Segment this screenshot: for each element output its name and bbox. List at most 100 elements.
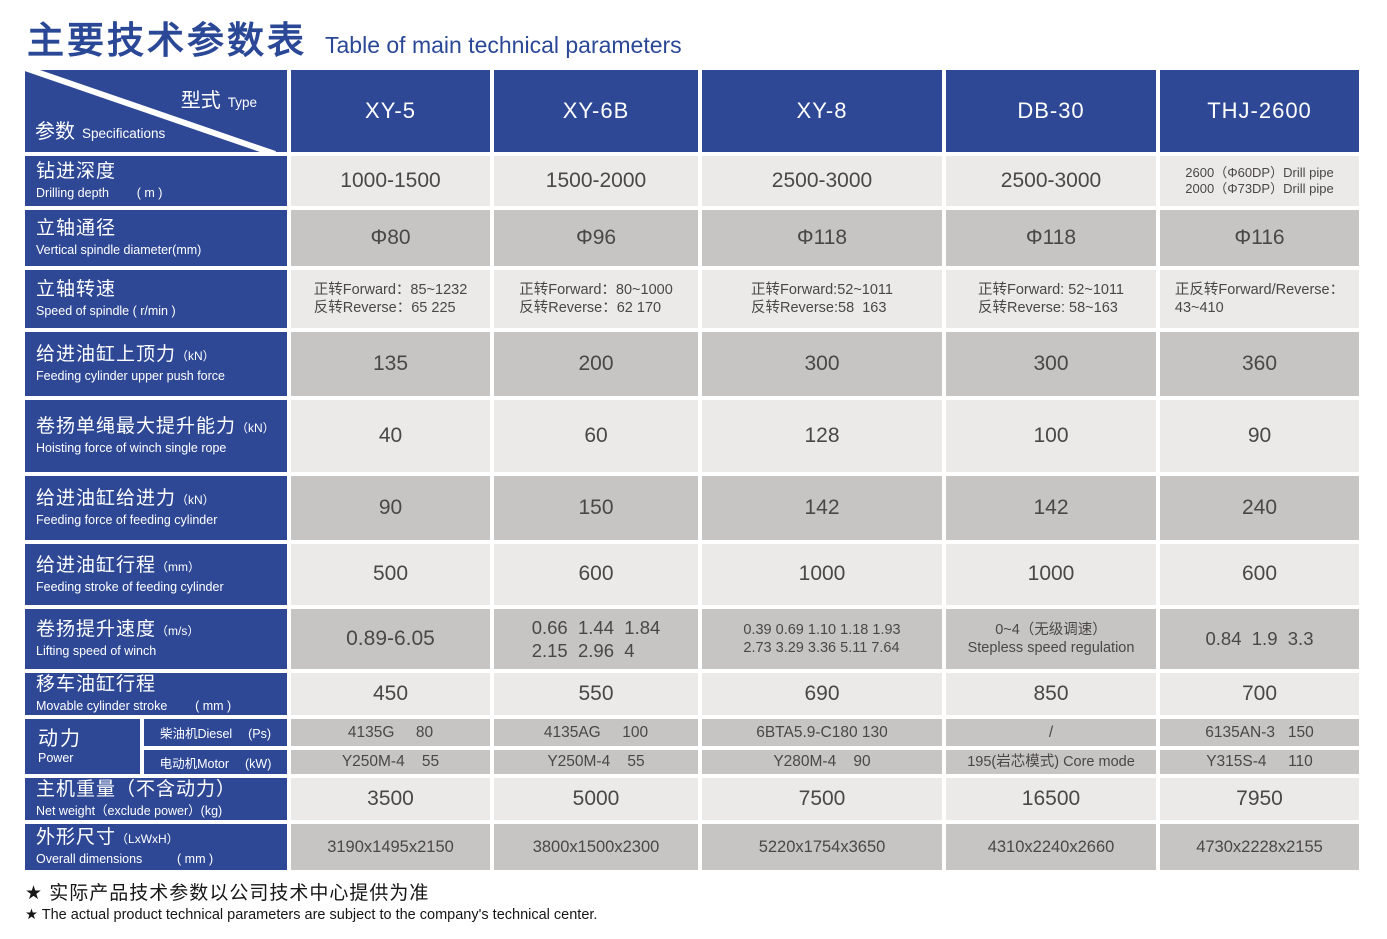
table-row-net-weight: 主机重量（不含动力） Net weight（exclude power）(kg)… [25,778,1359,820]
value-cell: Φ118 [946,210,1156,266]
value-cell: 0.39 0.69 1.10 1.18 1.93 2.73 3.29 3.36 … [702,609,942,669]
row-label: 给进油缸行程（mm） Feeding stroke of feeding cyl… [25,544,287,605]
value-cell: 2600（Φ60DP）Drill pipe 2000（Φ73DP）Drill p… [1160,156,1359,206]
value-cell: Φ116 [1160,210,1359,266]
value-cell: 142 [946,476,1156,540]
corner-cell: 型式 Type 参数 Specifications [25,70,287,152]
corner-type-en: Type [227,95,257,110]
value-cell: Φ118 [702,210,942,266]
table-row-feeding-stroke: 给进油缸行程（mm） Feeding stroke of feeding cyl… [25,544,1359,605]
value-cell: Y315S-4 110 [1160,750,1359,774]
value-cell: 90 [291,476,490,540]
value-cell: 正转Forward:52~1011 反转Reverse:58 163 [702,270,942,328]
value-cell: 1500-2000 [494,156,698,206]
value-cell: 850 [946,673,1156,715]
table-row-dimensions: 外形尺寸（LxWxH） Overall dimensions ( mm ) 31… [25,824,1359,870]
corner-type-zh: 型式 [180,90,221,112]
value-cell: 正反转Forward/Reverse： 43~410 [1160,270,1359,328]
value-cell: 正转Forward：85~1232 反转Reverse：65 225 [291,270,490,328]
value-cell: Y280M-4 90 [702,750,942,774]
value-cell: 6135AN-3 150 [1160,719,1359,746]
power-subrows: 柴油机Diesel (Ps) 4135G 80 4135AG 100 6BTA5… [144,719,1359,774]
value-cell: 正转Forward：80~1000 反转Reverse：62 170 [494,270,698,328]
table-row-drilling-depth: 钻进深度 Drilling depth ( m ) 1000-1500 1500… [25,156,1359,206]
value-cell: 600 [494,544,698,605]
column-header-thj2600: THJ-2600 [1160,70,1359,152]
row-label: 立轴转速 Speed of spindle ( r/min ) [25,270,287,328]
row-label: 主机重量（不含动力） Net weight（exclude power）(kg) [25,778,287,820]
row-label: 立轴通径 Vertical spindle diameter(mm) [25,210,287,266]
power-sublabel-diesel: 柴油机Diesel (Ps) [144,719,287,746]
corner-spec-en: Specifications [82,126,166,141]
value-cell: 60 [494,400,698,472]
row-label: 外形尺寸（LxWxH） Overall dimensions ( mm ) [25,824,287,870]
value-cell: 正转Forward: 52~1011 反转Reverse: 58~163 [946,270,1156,328]
table-row-movable-stroke: 移车油缸行程 Movable cylinder stroke ( mm ) 45… [25,673,1359,715]
diagonal-divider-icon [25,70,276,152]
title-english: Table of main technical parameters [325,32,682,58]
value-cell: 150 [494,476,698,540]
power-sublabel-motor: 电动机Motor (kW) [144,750,287,774]
value-cell: 0~4（无级调速） Stepless speed regulation [946,609,1156,669]
column-header-xy5: XY-5 [291,70,490,152]
value-cell: 1000 [946,544,1156,605]
corner-spec: 参数 Specifications [35,115,165,144]
footnotes: ★ 实际产品技术参数以公司技术中心提供为准 ★ The actual produ… [25,878,1387,923]
value-cell: 3190x1495x2150 [291,824,490,870]
value-cell: 550 [494,673,698,715]
corner-spec-zh: 参数 [35,121,75,143]
value-cell: 5220x1754x3650 [702,824,942,870]
page-title: 主要技术参数表 Table of main technical paramete… [0,0,1387,70]
value-cell: Y250M-4 55 [494,750,698,774]
value-cell: / [946,719,1156,746]
value-cell: 3800x1500x2300 [494,824,698,870]
value-cell: 4135G 80 [291,719,490,746]
row-label: 卷扬提升速度（m/s） Lifting speed of winch [25,609,287,669]
table-header-row: 型式 Type 参数 Specifications XY-5 XY-6B XY-… [25,70,1359,152]
row-label: 给进油缸给进力（kN） Feeding force of feeding cyl… [25,476,287,540]
value-cell: 135 [291,332,490,396]
value-cell: 128 [702,400,942,472]
value-cell: 500 [291,544,490,605]
title-chinese: 主要技术参数表 [27,20,307,61]
value-cell: Φ96 [494,210,698,266]
value-cell: 142 [702,476,942,540]
value-cell: 0.89-6.05 [291,609,490,669]
value-cell: 1000-1500 [291,156,490,206]
value-cell: 4135AG 100 [494,719,698,746]
table-row-lifting-speed: 卷扬提升速度（m/s） Lifting speed of winch 0.89-… [25,609,1359,669]
power-row-diesel: 柴油机Diesel (Ps) 4135G 80 4135AG 100 6BTA5… [144,719,1359,746]
value-cell: 450 [291,673,490,715]
corner-type: 型式 Type [181,84,257,113]
footnote-chinese: ★ 实际产品技术参数以公司技术中心提供为准 [25,883,430,904]
value-cell: 0.84 1.9 3.3 [1160,609,1359,669]
value-cell: 2500-3000 [702,156,942,206]
value-cell: 16500 [946,778,1156,820]
value-cell: 0.66 1.44 1.84 2.15 2.96 4 [494,609,698,669]
column-header-xy8: XY-8 [702,70,942,152]
value-cell: 700 [1160,673,1359,715]
row-label: 移车油缸行程 Movable cylinder stroke ( mm ) [25,673,287,715]
value-cell: 360 [1160,332,1359,396]
value-cell: 4310x2240x2660 [946,824,1156,870]
parameters-table: 型式 Type 参数 Specifications XY-5 XY-6B XY-… [25,70,1359,870]
value-cell: 200 [494,332,698,396]
value-cell: 7500 [702,778,942,820]
value-cell: 6BTA5.9-C180 130 [702,719,942,746]
value-cell: 90 [1160,400,1359,472]
value-cell: 690 [702,673,942,715]
power-row-motor: 电动机Motor (kW) Y250M-4 55 Y250M-4 55 Y280… [144,750,1359,774]
footnote-english: ★ The actual product technical parameter… [25,907,598,923]
table-row-spindle-diameter: 立轴通径 Vertical spindle diameter(mm) Φ80 Φ… [25,210,1359,266]
table-row-upper-push-force: 给进油缸上顶力（kN） Feeding cylinder upper push … [25,332,1359,396]
value-cell: 3500 [291,778,490,820]
column-header-db30: DB-30 [946,70,1156,152]
table-row-power: 动力 Power 柴油机Diesel (Ps) 4135G 80 4135AG … [25,719,1359,774]
value-cell: 100 [946,400,1156,472]
value-cell: 4730x2228x2155 [1160,824,1359,870]
value-cell: Φ80 [291,210,490,266]
value-cell: 40 [291,400,490,472]
value-cell: 7950 [1160,778,1359,820]
column-header-xy6b: XY-6B [494,70,698,152]
